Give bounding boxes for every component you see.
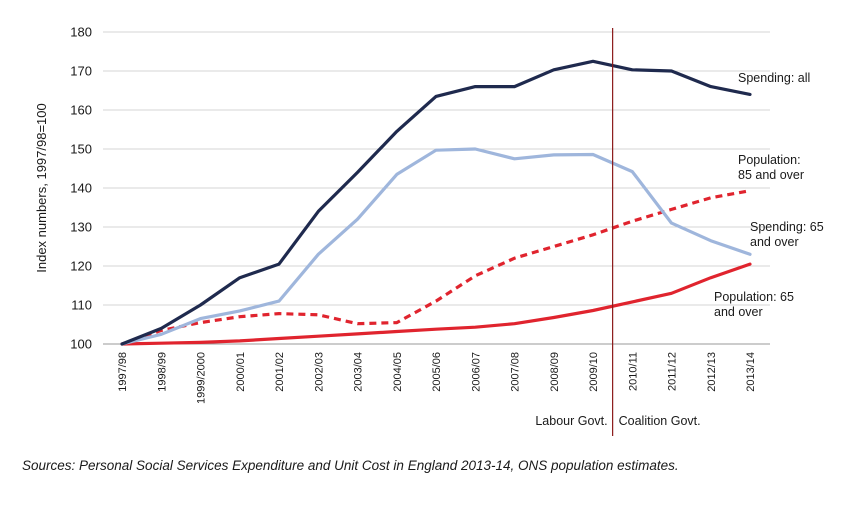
series-label-line: and over — [750, 235, 799, 249]
y-tick-label: 150 — [70, 142, 92, 157]
divider-left-label: Labour Govt. — [535, 414, 607, 428]
y-tick-label: 110 — [71, 298, 92, 313]
x-tick-label: 2005/06 — [431, 352, 443, 392]
y-axis-label: Index numbers, 1997/98=100 — [34, 103, 49, 273]
line-chart: 100 110 120 130 140 150 160 170 180 1997/98 1998/… — [34, 25, 824, 436]
series-line — [121, 189, 751, 346]
x-tick-label: 2002/03 — [313, 352, 325, 392]
series-line — [120, 147, 752, 346]
series-label-line: Spending: all — [738, 71, 810, 85]
x-tick-label: 2000/01 — [235, 352, 247, 392]
series-label-line: and over — [714, 305, 763, 319]
y-tick-label: 170 — [70, 64, 92, 79]
x-axis-ticks: 1997/98 1998/99 1999/2000 2000/01 2001/02 200… — [117, 352, 757, 404]
x-tick-label: 1999/2000 — [196, 352, 208, 404]
x-tick-label: 2001/02 — [274, 352, 286, 392]
y-tick-label: 160 — [70, 103, 92, 118]
y-tick-label: 180 — [70, 25, 92, 40]
series-label-line: Spending: 65 — [750, 220, 824, 234]
divider-right-label: Coalition Govt. — [619, 414, 701, 428]
x-tick-label: 2006/07 — [470, 352, 482, 392]
x-tick-label: 2011/12 — [667, 352, 679, 391]
y-tick-label: 130 — [70, 220, 92, 235]
x-tick-label: 2007/08 — [510, 352, 522, 392]
source-note: Sources: Personal Social Services Expend… — [22, 458, 679, 473]
x-tick-label: 2012/13 — [706, 352, 718, 392]
x-tick-label: 1998/99 — [156, 352, 168, 392]
x-tick-label: 2004/05 — [392, 352, 404, 392]
x-tick-label: 2003/04 — [353, 352, 365, 392]
x-tick-label: 2013/14 — [745, 352, 757, 392]
x-tick-label: 1997/98 — [117, 352, 129, 392]
series-label: Population: 85 and over — [738, 153, 804, 182]
government-divider: Labour Govt. Coalition Govt. — [535, 28, 701, 436]
series-label-line: 85 and over — [738, 168, 804, 182]
series-label: Spending: 65 and over — [750, 220, 824, 249]
x-tick-label: 2008/09 — [549, 352, 561, 392]
grid-lines — [103, 31, 770, 345]
series-line — [120, 262, 752, 346]
y-tick-label: 120 — [70, 259, 92, 274]
x-tick-label: 2009/10 — [588, 352, 600, 392]
series-lines — [120, 59, 752, 346]
x-tick-label: 2010/11 — [627, 352, 639, 391]
y-axis-ticks: 100 110 120 130 140 150 160 170 180 — [70, 25, 92, 352]
series-label: Spending: all — [738, 71, 810, 85]
series-line — [120, 59, 752, 346]
series-label: Population: 65 and over — [714, 290, 794, 319]
series-label-line: Population: 65 — [714, 290, 794, 304]
y-tick-label: 140 — [70, 181, 92, 196]
series-label-line: Population: — [738, 153, 801, 167]
y-tick-label: 100 — [70, 337, 92, 352]
